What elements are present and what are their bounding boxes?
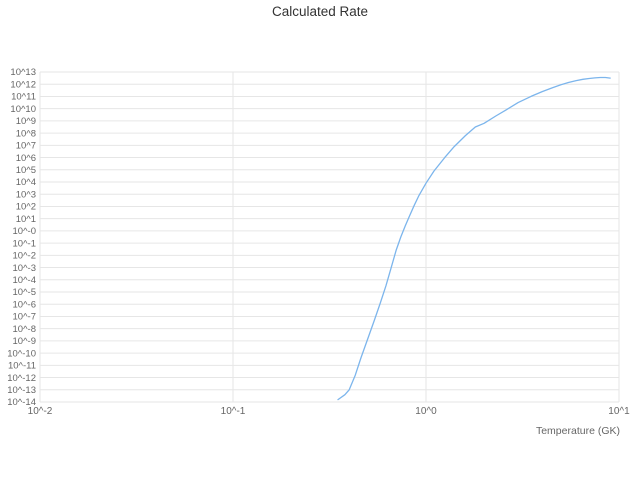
y-tick-label: 10^10 [10, 104, 36, 115]
series-line [337, 76, 611, 401]
y-tick-label: 10^1 [16, 214, 36, 225]
y-tick-label: 10^12 [10, 79, 36, 90]
y-tick-label: 10^-5 [13, 287, 36, 298]
y-tick-label: 10^-7 [13, 312, 36, 323]
y-tick-label: 10^4 [16, 177, 36, 188]
y-tick-label: 10^-4 [13, 275, 36, 286]
y-tick-label: 10^-13 [7, 385, 36, 396]
y-tick-label: 10^-14 [7, 397, 36, 408]
y-tick-label: 10^2 [16, 202, 36, 213]
y-tick-label: 10^-8 [13, 324, 36, 335]
y-tick-label: 10^-6 [13, 299, 36, 310]
y-tick-label: 10^-9 [13, 336, 36, 347]
y-tick-label: 10^-10 [7, 348, 36, 359]
y-tick-label: 10^-2 [13, 251, 36, 262]
y-tick-label: 10^6 [16, 153, 36, 164]
y-tick-label: 10^-12 [7, 373, 36, 384]
y-tick-label: 10^5 [16, 165, 36, 176]
x-tick-label: 10^-1 [221, 406, 246, 417]
y-tick-label: 10^8 [16, 128, 36, 139]
y-tick-label: 10^-0 [13, 226, 36, 237]
x-tick-label: 10^0 [415, 406, 437, 417]
x-tick-label: 10^-2 [28, 406, 53, 417]
chart-title: Calculated Rate [271, 4, 369, 19]
y-tick-label: 10^9 [16, 116, 36, 127]
y-tick-label: 10^-11 [8, 361, 36, 372]
x-tick-label: 10^1 [608, 406, 630, 417]
y-tick-label: 10^13 [10, 67, 36, 78]
y-tick-label: 10^-3 [13, 263, 36, 274]
y-tick-label: 10^7 [16, 141, 36, 152]
y-tick-label: 10^3 [16, 189, 36, 200]
y-tick-label: 10^11 [11, 92, 36, 103]
y-tick-label: 10^-1 [13, 238, 36, 249]
x-axis-label: Temperature (GK) [535, 425, 620, 437]
